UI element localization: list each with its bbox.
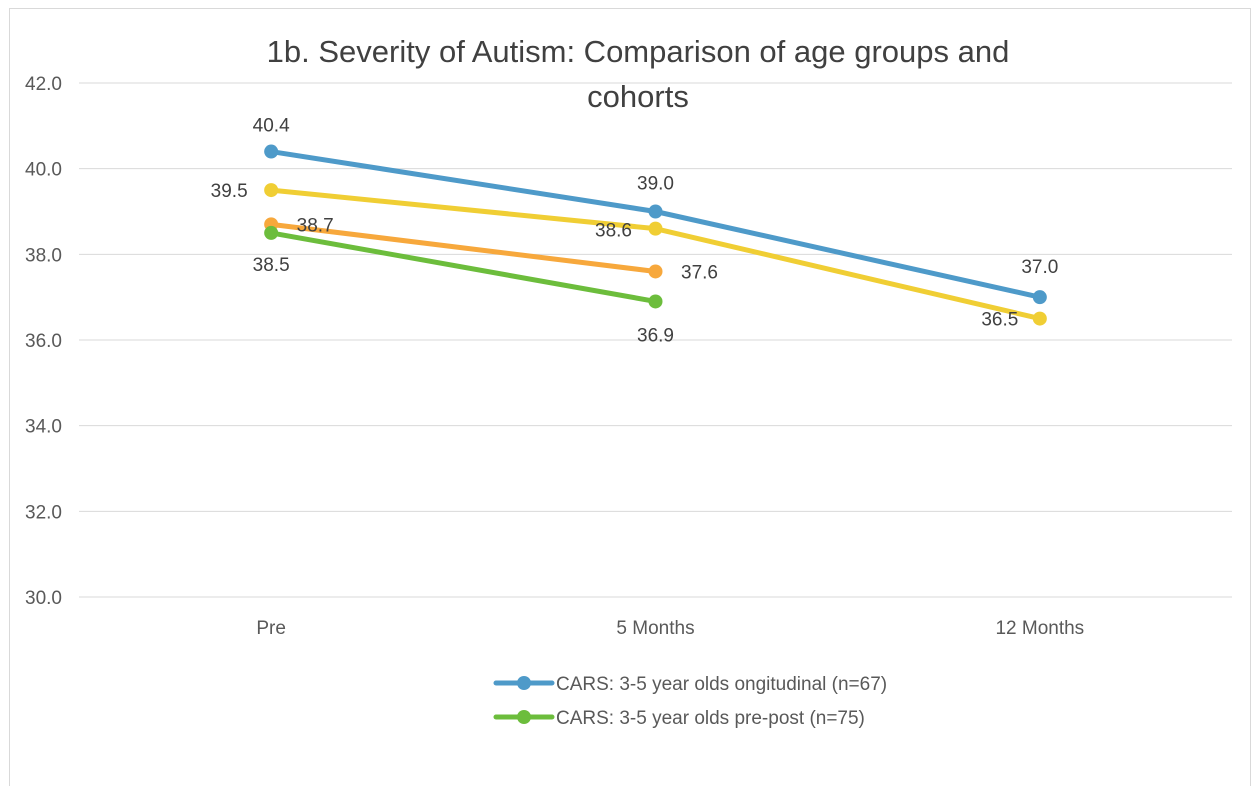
- x-tick-label: Pre: [256, 618, 286, 639]
- data-point: [1032, 290, 1047, 305]
- data-point: [648, 294, 663, 309]
- data-labels: 40.4 39.0 37.0 39.5 38.6 36.5 38.7 37.6 38.5 36.9: [211, 116, 1059, 347]
- y-axis-tick-labels: 30.0 32.0 34.0 36.0 38.0 40.0 42.0: [25, 74, 62, 609]
- data-label: 38.7: [297, 215, 334, 236]
- data-point: [648, 221, 663, 236]
- data-label: 38.5: [253, 255, 290, 276]
- series-line-2: [268, 221, 658, 274]
- legend-label: CARS: 3-5 year olds ongitudinal (n=67): [556, 674, 887, 695]
- data-point: [648, 204, 663, 219]
- legend-swatch-marker: [517, 676, 531, 690]
- series-line-3: [268, 230, 658, 304]
- data-label: 39.0: [637, 174, 674, 195]
- y-tick-label: 42.0: [25, 74, 62, 95]
- data-label: 40.4: [253, 116, 290, 137]
- gridlines: [79, 82, 1232, 598]
- data-point: [264, 183, 279, 198]
- data-point: [264, 144, 279, 159]
- data-label: 37.0: [1021, 257, 1058, 278]
- data-label: 36.9: [637, 325, 674, 346]
- legend: CARS: 3-5 year olds ongitudinal (n=67) CA…: [493, 674, 887, 729]
- data-point: [648, 264, 663, 279]
- data-label: 38.6: [595, 221, 632, 242]
- y-tick-label: 36.0: [25, 331, 62, 352]
- chart-title-line-2: cohorts: [587, 79, 689, 114]
- y-tick-label: 30.0: [25, 588, 62, 609]
- data-point: [264, 225, 279, 240]
- data-label: 37.6: [681, 262, 718, 283]
- x-tick-label: 12 Months: [995, 618, 1084, 639]
- chart-title-line-1: 1b. Severity of Autism: Comparison of ag…: [267, 34, 1010, 69]
- chart-frame: [9, 8, 1251, 786]
- series-points: [264, 144, 1047, 326]
- x-axis-tick-labels: Pre 5 Months 12 Months: [256, 618, 1084, 639]
- y-tick-label: 34.0: [25, 417, 62, 438]
- legend-swatch-marker: [517, 710, 531, 724]
- x-tick-label: 5 Months: [616, 618, 694, 639]
- y-tick-label: 32.0: [25, 502, 62, 523]
- data-point: [1032, 311, 1047, 326]
- data-label: 36.5: [981, 310, 1018, 331]
- y-tick-label: 40.0: [25, 160, 62, 181]
- legend-label: CARS: 3-5 year olds pre-post (n=75): [556, 708, 865, 729]
- y-tick-label: 38.0: [25, 245, 62, 266]
- data-label: 39.5: [211, 181, 248, 202]
